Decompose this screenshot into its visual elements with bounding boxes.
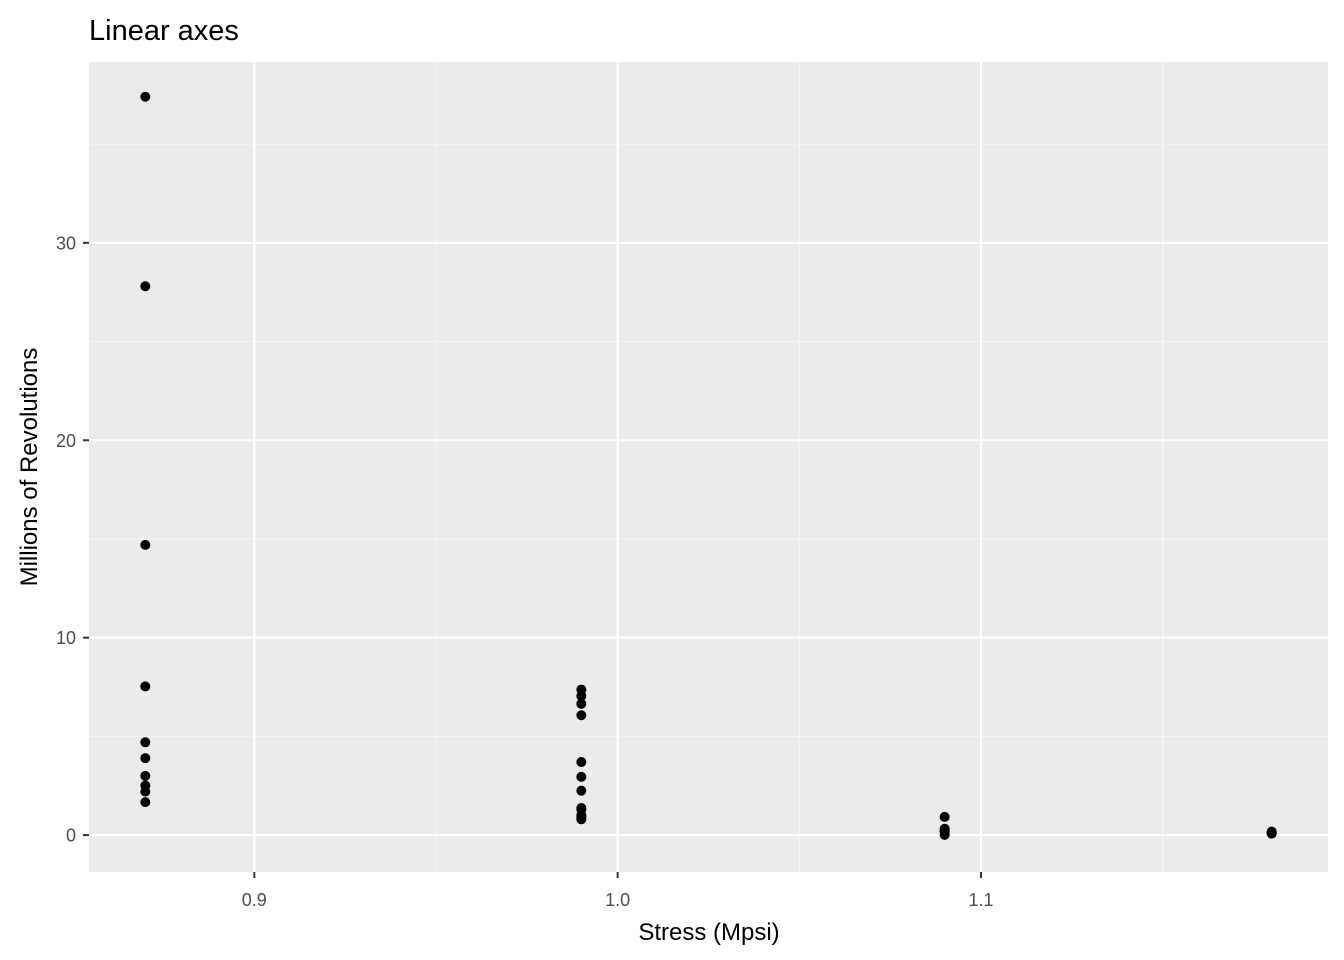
data-point bbox=[140, 539, 151, 550]
data-point bbox=[1266, 826, 1277, 837]
x-tick-label: 1.1 bbox=[968, 890, 993, 910]
x-tick-label: 0.9 bbox=[242, 890, 267, 910]
data-point bbox=[576, 785, 587, 796]
y-tick-label: 20 bbox=[56, 431, 76, 451]
chart-title: Linear axes bbox=[89, 15, 239, 47]
data-point bbox=[576, 710, 587, 721]
data-point bbox=[576, 812, 587, 823]
data-point bbox=[140, 797, 151, 808]
data-point bbox=[576, 771, 587, 782]
y-tick-label: 10 bbox=[56, 628, 76, 648]
data-point bbox=[576, 757, 587, 768]
data-point bbox=[939, 811, 950, 822]
data-points bbox=[140, 91, 1277, 840]
y-axis: 0 10 20 30 bbox=[56, 233, 89, 846]
data-point bbox=[140, 281, 151, 292]
x-axis: 0.9 1.0 1.1 bbox=[242, 872, 994, 910]
data-point bbox=[939, 823, 950, 834]
x-tick-label: 1.0 bbox=[605, 890, 630, 910]
data-point bbox=[140, 681, 151, 692]
data-point bbox=[576, 804, 587, 815]
data-point bbox=[140, 770, 151, 781]
minor-gridlines bbox=[89, 62, 1328, 872]
y-axis-title: Millions of Revolutions bbox=[16, 348, 43, 587]
data-point bbox=[140, 753, 151, 764]
data-point bbox=[140, 737, 151, 748]
x-axis-title: Stress (Mpsi) bbox=[638, 919, 779, 946]
major-gridlines bbox=[89, 62, 1328, 872]
panel-background bbox=[89, 62, 1328, 872]
data-point bbox=[576, 698, 587, 709]
data-point bbox=[140, 91, 151, 102]
data-point bbox=[140, 780, 151, 791]
y-tick-label: 30 bbox=[56, 233, 76, 253]
y-tick-label: 0 bbox=[66, 826, 76, 846]
data-point bbox=[576, 684, 587, 695]
